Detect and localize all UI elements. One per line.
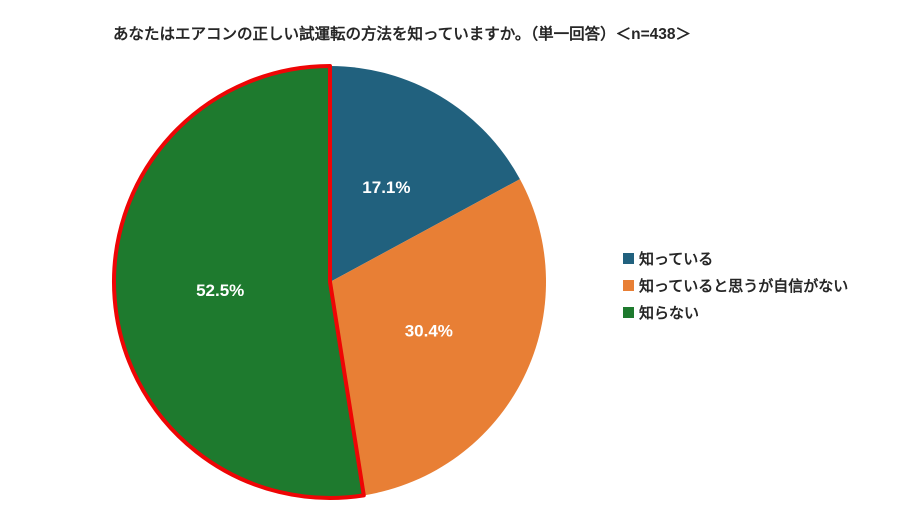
pie-slice-0 [330, 66, 520, 282]
slice-label-2: 52.5% [196, 281, 244, 300]
legend-label: 知っていると思うが自信がない [639, 278, 849, 295]
legend-label: 知っている [639, 251, 714, 268]
pie-slice-2 [111, 64, 366, 500]
legend-item-2: 知らない [623, 299, 848, 326]
pie-chart: 17.1% 30.4% 52.5% [111, 64, 546, 500]
legend-item-0: 知っている [623, 245, 848, 272]
slice-label-0: 17.1% [362, 178, 410, 197]
legend-swatch-icon [623, 280, 634, 291]
legend-swatch-icon [623, 253, 634, 264]
chart-title: あなたはエアコンの正しい試運転の方法を知っていますか。（単一回答）＜n=438＞ [113, 26, 692, 43]
legend-swatch-icon [623, 307, 634, 318]
legend-label: 知らない [639, 305, 700, 322]
legend-item-1: 知っていると思うが自信がない [623, 272, 848, 299]
pie-slice-1 [330, 179, 546, 496]
slice-label-1: 30.4% [405, 321, 453, 340]
legend: 知っている知っていると思うが自信がない 知らない [623, 245, 848, 326]
